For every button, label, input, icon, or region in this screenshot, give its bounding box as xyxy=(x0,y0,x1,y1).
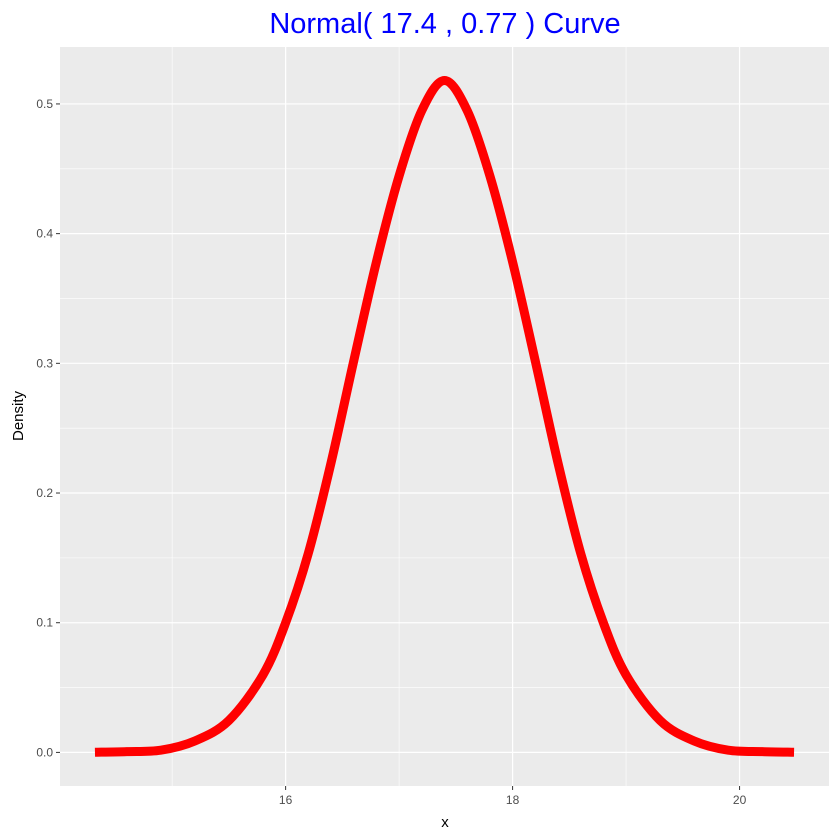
y-tick-label: 0.0 xyxy=(36,745,53,759)
x-tick-label: 20 xyxy=(733,793,747,807)
density-series xyxy=(94,75,795,757)
x-tick-label: 18 xyxy=(506,793,520,807)
x-tick-label: 16 xyxy=(279,793,293,807)
y-tick-label: 0.2 xyxy=(36,486,53,500)
y-tick-label: 0.4 xyxy=(36,227,53,241)
y-tick-label: 0.3 xyxy=(36,356,53,370)
y-axis-title: Density xyxy=(10,390,27,441)
plot-panel xyxy=(60,47,829,786)
grid-lines xyxy=(60,47,829,786)
x-axis-title: x xyxy=(441,814,449,831)
y-tick-label: 0.1 xyxy=(36,616,53,630)
y-tick-label: 0.5 xyxy=(36,97,53,111)
axis-ticks: 16 18 20 0.0 0.1 0.2 0.3 0.4 0.5 xyxy=(36,97,746,807)
density-curve xyxy=(94,75,795,757)
chart-title: Normal( 17.4 , 0.77 ) Curve xyxy=(269,8,620,40)
